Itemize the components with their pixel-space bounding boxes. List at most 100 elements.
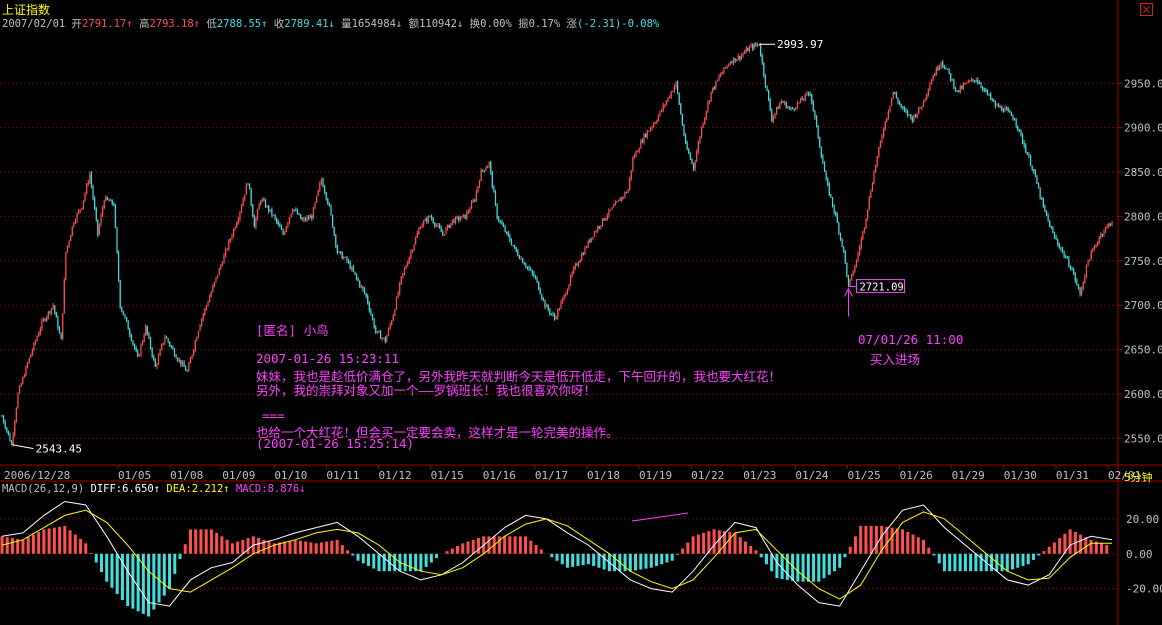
candle-body — [431, 216, 433, 220]
candle-body — [90, 173, 93, 187]
candle-body — [568, 284, 570, 290]
candle-body — [608, 210, 610, 216]
candle-body — [332, 215, 334, 228]
candle-body — [737, 55, 739, 60]
y-tick-label: 2950.00 — [1124, 77, 1162, 90]
candle-body — [454, 217, 457, 223]
candle-body — [776, 107, 778, 113]
candle-body — [228, 240, 230, 249]
candle-body — [1100, 233, 1102, 239]
info-amplitude: 0.17% — [528, 18, 561, 30]
x-axis-tick-labels: 2006/12/28 01/05 01/08 01/09 01/10 01/11 01/12… — [4, 469, 1141, 482]
candle-body — [838, 222, 840, 234]
candle-body — [668, 96, 671, 98]
candle-body — [68, 240, 70, 246]
candle-body — [996, 104, 998, 107]
y-tick-label: 2750.00 — [1124, 255, 1162, 268]
candle-body — [76, 213, 78, 221]
candle-body — [820, 147, 822, 157]
candle-body — [811, 94, 813, 103]
candle-body — [970, 79, 973, 81]
candle-body — [475, 191, 477, 201]
candle-body — [178, 359, 180, 361]
candle-body — [862, 231, 864, 239]
candle-body — [702, 123, 704, 128]
candle-body — [316, 195, 318, 203]
candle-body — [127, 320, 129, 330]
candle-body — [704, 117, 706, 124]
x-tick-label: 01/29 — [952, 469, 985, 482]
candle-body — [113, 203, 115, 206]
candle-body — [183, 362, 185, 367]
candle-body — [285, 226, 287, 232]
candle-body — [159, 349, 161, 356]
period-label[interactable]: 5分钟 — [1124, 471, 1153, 484]
candle-body — [648, 130, 650, 132]
candle-body — [410, 251, 412, 258]
macd-histogram — [0, 525, 1109, 617]
candle-body — [344, 257, 346, 259]
candle-body — [728, 64, 730, 66]
candle-body — [250, 189, 252, 205]
close-icon[interactable] — [1140, 3, 1153, 16]
candle-body — [803, 99, 805, 101]
candle-body — [972, 79, 974, 81]
candle-body — [875, 165, 877, 172]
candle-body — [783, 102, 786, 104]
candle-body — [173, 349, 176, 356]
candle-body — [94, 198, 96, 209]
candle-body — [798, 102, 800, 104]
candle-body — [1092, 249, 1094, 252]
candle-body — [217, 275, 219, 278]
candle-body — [577, 262, 580, 266]
candle-body — [1017, 125, 1019, 130]
candle-body — [699, 136, 701, 143]
comment-time: 2007-01-26 15:23:11 — [256, 351, 399, 366]
candle-body — [560, 302, 562, 309]
candle-body — [7, 430, 9, 435]
candle-body — [729, 62, 731, 65]
macd-dea-label: DEA: — [166, 483, 192, 495]
dea-line — [1, 509, 1112, 600]
candle-body — [653, 123, 655, 127]
candle-body — [327, 198, 329, 204]
candle-body — [42, 319, 45, 321]
candle-body — [239, 211, 241, 220]
candle-body — [376, 331, 378, 333]
candle-body — [357, 278, 359, 282]
candle-body — [31, 350, 33, 355]
candle-body — [1073, 269, 1075, 274]
candle-body — [873, 171, 875, 184]
candle-body — [1039, 188, 1041, 198]
candle-body — [384, 337, 386, 342]
y-tick-label: 2850.00 — [1124, 166, 1162, 179]
candle-body — [697, 142, 699, 152]
candle-body — [684, 135, 687, 143]
candle-body — [424, 218, 426, 222]
x-tick-label: 01/10 — [274, 469, 307, 482]
candle-body — [1082, 282, 1084, 290]
candle-body — [231, 235, 233, 240]
candle-body — [314, 202, 316, 208]
candle-body — [319, 183, 321, 190]
candle-body — [980, 83, 982, 87]
candle-body — [817, 125, 819, 138]
candle-body — [574, 264, 576, 268]
candle-body — [1012, 115, 1014, 120]
candle-body — [724, 67, 727, 69]
candle-body — [247, 183, 249, 185]
candle-body — [312, 207, 315, 219]
candle-body — [782, 101, 784, 103]
candle-body — [138, 354, 140, 357]
candle-body — [734, 58, 736, 62]
x-tick-label: 01/09 — [222, 469, 255, 482]
candle-body — [1089, 260, 1091, 262]
candle-body — [360, 286, 362, 288]
candle-body — [17, 393, 19, 409]
candle-body — [202, 314, 204, 319]
candle-body — [841, 238, 843, 247]
candle-body — [760, 45, 762, 56]
candle-body — [929, 84, 931, 91]
candle-body — [84, 193, 86, 201]
